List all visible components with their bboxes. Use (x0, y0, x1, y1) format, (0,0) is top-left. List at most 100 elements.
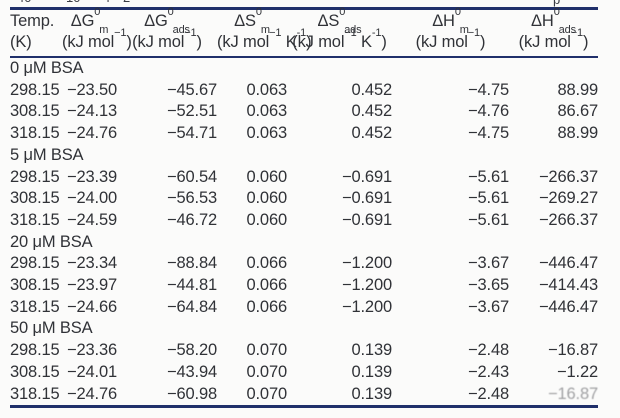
value-cell: −23.39 (66, 167, 117, 186)
value-cell: −5.61 (468, 167, 509, 186)
value-cell: −24.13 (66, 102, 117, 121)
table-header: Temp. (K) ΔG0m (kJ mol−1) ΔG0ads (kJ mol−1) ΔS… (10, 5, 598, 57)
temperature-cell: 308.15 (10, 362, 60, 381)
value-cell: 0.070 (246, 384, 287, 403)
table-row: 298.15 −23.50 −45.67 0.063 0.452 −4.75 88.99 (10, 80, 598, 102)
section-row: 5 μM BSA (10, 145, 598, 167)
temperature-cell: 318.15 (10, 297, 60, 316)
temperature-cell: 298.15 (10, 80, 60, 99)
value-cell: 0.066 (246, 254, 287, 273)
value-cell: 0.139 (351, 341, 392, 360)
section-row: 0 μM BSA (10, 57, 598, 80)
value-cell: −1.200 (341, 297, 392, 316)
section-label: 50 μM BSA (10, 319, 93, 338)
value-cell: −46.72 (166, 210, 217, 229)
value-cell: −266.37 (538, 210, 598, 229)
temperature-cell: 298.15 (10, 254, 60, 273)
value-cell: −1.22 (557, 362, 598, 381)
value-cell: −16.87 (547, 384, 598, 403)
value-cell: −1.200 (341, 276, 392, 295)
cropped-text-fragments: - 40 10 4 2 p (0, 0, 620, 7)
value-cell: −23.97 (66, 276, 117, 295)
cropped-glyph: 4 (103, 0, 110, 5)
value-cell: −4.76 (468, 102, 509, 121)
value-cell: −24.00 (66, 189, 117, 208)
column-header: ΔG0m (kJ mol−1) (62, 5, 132, 51)
table-row: 308.15 −24.13 −52.51 0.063 0.452 −4.76 86.67 (10, 101, 598, 123)
value-cell: 86.67 (557, 102, 598, 121)
table-row: 298.15 −23.36 −58.20 0.070 0.139 −2.48 −16.87 (10, 340, 598, 362)
value-cell: −0.691 (341, 210, 392, 229)
section-row: 20 μM BSA (10, 232, 598, 254)
temperature-cell: 308.15 (10, 189, 60, 208)
table-row: 298.15 −23.39 −60.54 0.060 −0.691 −5.61 −266.3… (10, 167, 598, 189)
value-cell: −60.54 (166, 167, 217, 186)
value-cell: −5.61 (468, 210, 509, 229)
value-cell: −16.87 (547, 341, 598, 360)
value-cell: −2.48 (468, 341, 509, 360)
column-header: Temp. (K) (10, 12, 55, 51)
column-header: ΔS0ads (kJ mol−1 K-1) (292, 5, 387, 51)
value-cell: 0.139 (351, 362, 392, 381)
value-cell: −24.66 (66, 297, 117, 316)
value-cell: −2.48 (468, 384, 509, 403)
value-cell: 0.063 (246, 102, 287, 121)
temperature-cell: 298.15 (10, 167, 60, 186)
table-row: 318.15 −24.59 −46.72 0.060 −0.691 −5.61 −266.3… (10, 210, 598, 232)
thermodynamic-parameters-table: Temp. (K) ΔG0m (kJ mol−1) ΔG0ads (kJ mol−1) ΔS… (10, 5, 598, 409)
value-cell: −1.200 (341, 254, 392, 273)
value-cell: −5.61 (468, 189, 509, 208)
value-cell: −24.76 (66, 384, 117, 403)
section-label: 20 μM BSA (10, 232, 93, 251)
section-label: 0 μM BSA (10, 59, 84, 77)
value-cell: −4.75 (468, 124, 509, 143)
value-cell: 0.060 (246, 167, 287, 186)
value-cell: 0.452 (351, 124, 392, 143)
section-label: 5 μM BSA (10, 145, 84, 164)
value-cell: −24.01 (66, 362, 117, 381)
table-row: 318.15 −24.66 −64.84 0.066 −1.200 −3.67 −446.4… (10, 297, 598, 319)
section-row: 50 μM BSA (10, 318, 598, 340)
cropped-glyph: 40 (17, 0, 31, 5)
temperature-cell: 308.15 (10, 276, 60, 295)
value-cell: 0.063 (246, 80, 287, 99)
table-row: 308.15 −24.00 −56.53 0.060 −0.691 −5.61 −269.2… (10, 188, 598, 210)
temperature-cell: 298.15 (10, 341, 60, 360)
value-cell: −269.27 (538, 189, 598, 208)
value-cell: 88.99 (557, 124, 598, 143)
value-cell: −446.47 (538, 297, 598, 316)
value-cell: 0.139 (351, 384, 392, 403)
value-cell: 0.452 (351, 102, 392, 121)
value-cell: 0.070 (246, 362, 287, 381)
cropped-glyph: 2 (123, 0, 130, 5)
value-cell: −56.53 (166, 189, 217, 208)
value-cell: −3.65 (468, 276, 509, 295)
value-cell: −2.43 (468, 362, 509, 381)
table-row: 318.15 −24.76 −54.71 0.063 0.452 −4.75 88.99 (10, 123, 598, 145)
value-cell: −52.51 (166, 102, 217, 121)
value-cell: −58.20 (166, 341, 217, 360)
value-cell: 0.060 (246, 210, 287, 229)
value-cell: −23.36 (66, 341, 117, 360)
table-row: 298.15 −23.34 −88.84 0.066 −1.200 −3.67 −446.4… (10, 253, 598, 275)
value-cell: −88.84 (166, 254, 217, 273)
value-cell: 88.99 (557, 80, 598, 99)
value-cell: −43.94 (166, 362, 217, 381)
table-row: 308.15 −23.97 −44.81 0.066 −1.200 −3.65 −414.4… (10, 275, 598, 297)
temperature-cell: 318.15 (10, 210, 60, 229)
cropped-glyph: 10 (66, 0, 80, 5)
value-cell: −54.71 (166, 124, 217, 143)
value-cell: −23.50 (66, 80, 117, 99)
value-cell: 0.060 (246, 189, 287, 208)
value-cell: −446.47 (538, 254, 598, 273)
column-header: ΔH0m (kJ mol−1) (415, 5, 486, 51)
cropped-glyph: - (3, 0, 7, 5)
value-cell: −4.75 (468, 80, 509, 99)
value-cell: −266.37 (538, 167, 598, 186)
temperature-cell: 318.15 (10, 384, 60, 403)
table-row: 318.15 −24.76 −60.98 0.070 0.139 −2.48 −16.87 (10, 384, 598, 407)
value-cell: 0.063 (246, 124, 287, 143)
table-body: 0 μM BSA 298.15 −23.50 −45.67 0.063 0.452 −4.7… (10, 57, 598, 407)
value-cell: −0.691 (341, 167, 392, 186)
